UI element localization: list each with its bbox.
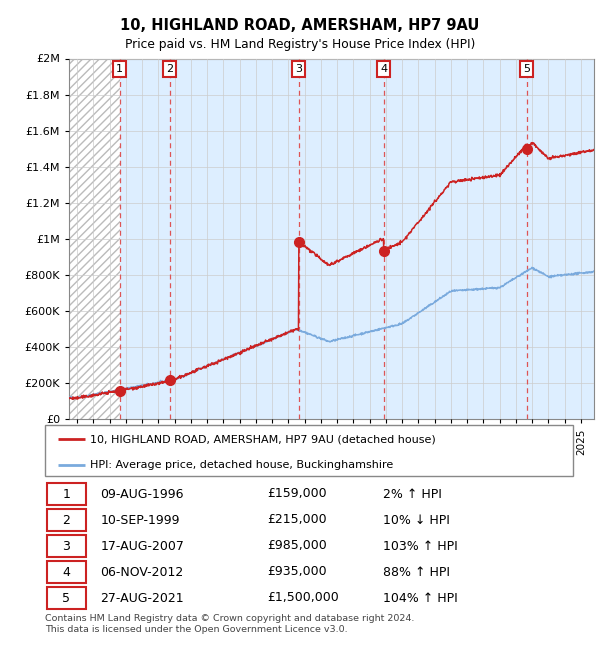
Text: 06-NOV-2012: 06-NOV-2012 [100,566,184,578]
FancyBboxPatch shape [47,510,86,530]
Bar [69,58,119,419]
Text: 1: 1 [116,64,123,74]
Text: 17-AUG-2007: 17-AUG-2007 [100,540,184,552]
Text: Contains HM Land Registry data © Crown copyright and database right 2024.
This d: Contains HM Land Registry data © Crown c… [45,614,415,634]
Text: 1: 1 [62,488,70,500]
FancyBboxPatch shape [47,484,86,504]
FancyBboxPatch shape [47,562,86,582]
Text: £985,000: £985,000 [267,540,326,552]
Text: 103% ↑ HPI: 103% ↑ HPI [383,540,458,552]
Text: 2: 2 [166,64,173,74]
Text: 2: 2 [62,514,70,526]
Text: 104% ↑ HPI: 104% ↑ HPI [383,592,458,604]
Bar [69,58,119,419]
Text: 4: 4 [62,566,70,578]
FancyBboxPatch shape [47,588,86,608]
Text: 09-AUG-1996: 09-AUG-1996 [100,488,184,500]
Text: 3: 3 [62,540,70,552]
Text: 10, HIGHLAND ROAD, AMERSHAM, HP7 9AU: 10, HIGHLAND ROAD, AMERSHAM, HP7 9AU [121,18,479,33]
Text: 4: 4 [380,64,387,74]
Text: £159,000: £159,000 [267,488,326,500]
Text: Price paid vs. HM Land Registry's House Price Index (HPI): Price paid vs. HM Land Registry's House … [125,38,475,51]
Text: 88% ↑ HPI: 88% ↑ HPI [383,566,450,578]
Text: 5: 5 [523,64,530,74]
Text: 10, HIGHLAND ROAD, AMERSHAM, HP7 9AU (detached house): 10, HIGHLAND ROAD, AMERSHAM, HP7 9AU (de… [90,434,436,445]
Text: 2% ↑ HPI: 2% ↑ HPI [383,488,442,500]
Text: 10% ↓ HPI: 10% ↓ HPI [383,514,450,526]
Text: £935,000: £935,000 [267,566,326,578]
Text: 27-AUG-2021: 27-AUG-2021 [100,592,184,604]
Text: 3: 3 [295,64,302,74]
Text: 5: 5 [62,592,70,604]
Text: £1,500,000: £1,500,000 [267,592,338,604]
Text: HPI: Average price, detached house, Buckinghamshire: HPI: Average price, detached house, Buck… [90,460,393,470]
Text: 10-SEP-1999: 10-SEP-1999 [100,514,180,526]
Text: £215,000: £215,000 [267,514,326,526]
FancyBboxPatch shape [47,536,86,556]
